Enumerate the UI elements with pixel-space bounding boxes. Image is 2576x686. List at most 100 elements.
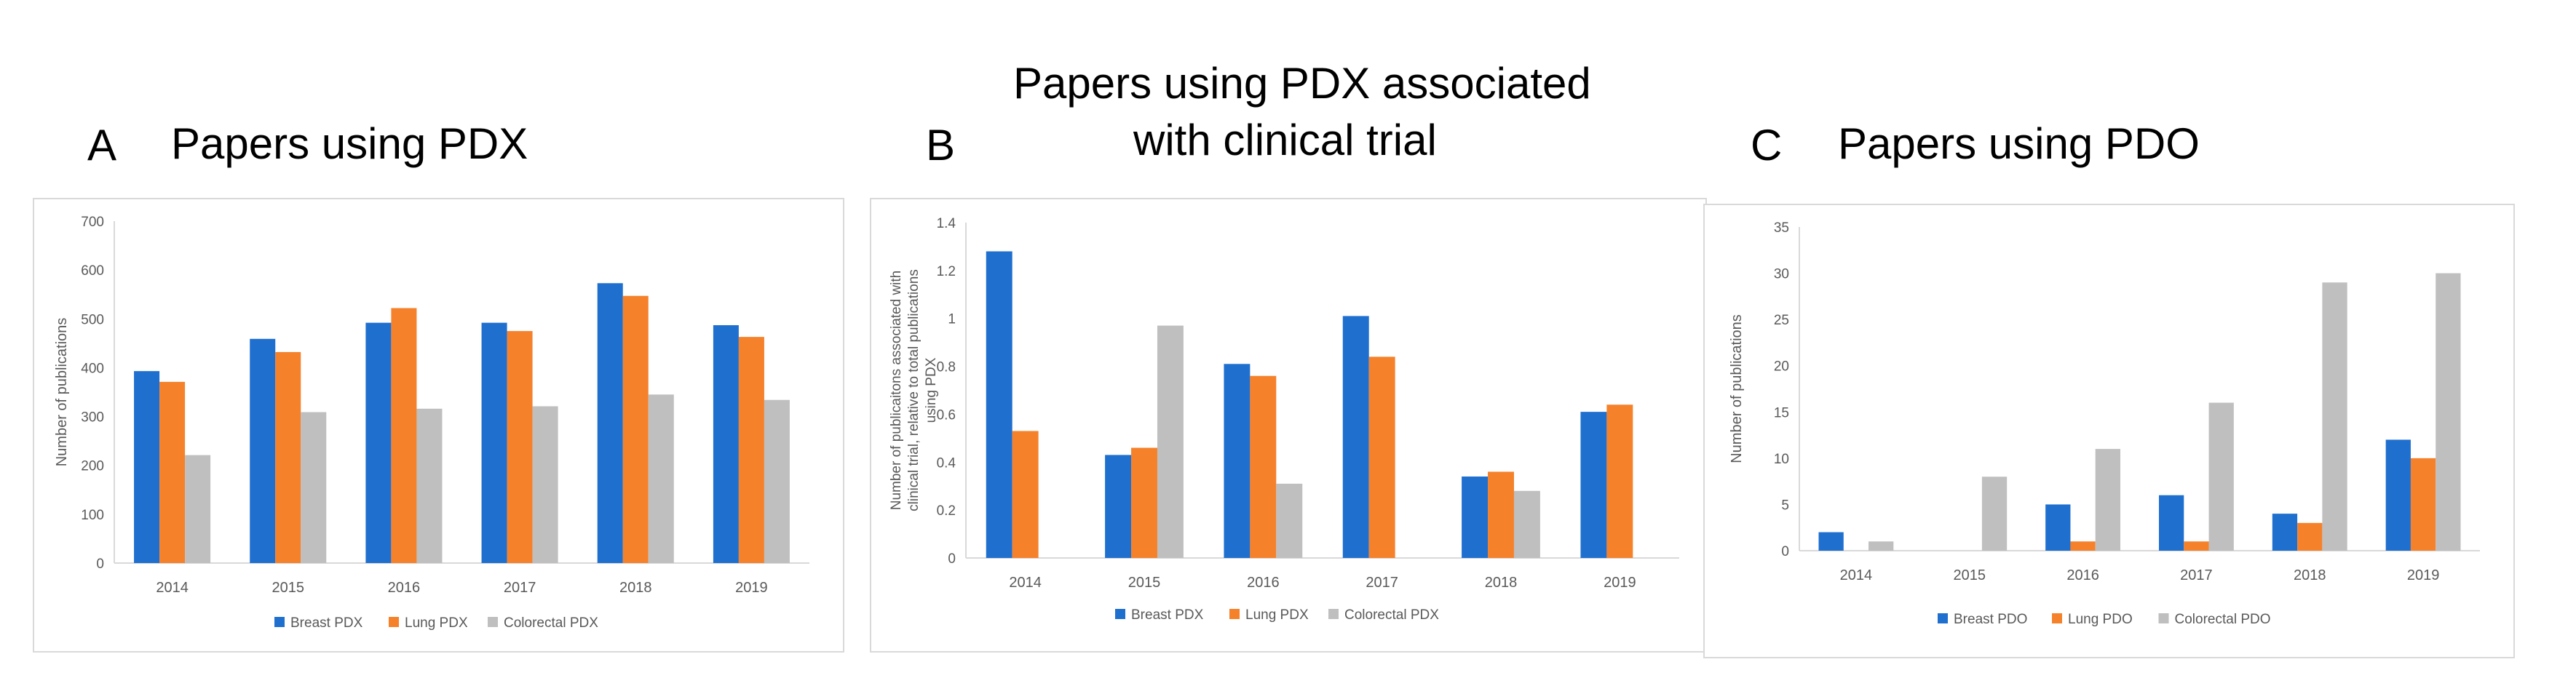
chart-c-bar <box>2410 458 2436 551</box>
chart-b-x-tick-label: 2014 <box>1009 575 1042 591</box>
chart-b-x-tick-label: 2015 <box>1128 575 1161 591</box>
chart-c-bar <box>2436 273 2461 551</box>
chart-c-bar <box>2322 282 2347 551</box>
chart-c-frame: 0 5 10 15 20 25 30 35 Number of publications 2014… <box>1703 204 2515 658</box>
chart-c-y-tick-label: 35 <box>1774 220 1789 236</box>
chart-c-bar <box>2297 522 2323 551</box>
chart-c-x-tick-label: 2015 <box>1954 567 1986 583</box>
chart-c-y-tick-label: 15 <box>1774 405 1789 420</box>
chart-b-legend-swatch <box>1229 609 1240 619</box>
chart-b-bar <box>1105 455 1132 558</box>
chart-c-bar <box>2070 541 2096 551</box>
chart-a-bar <box>764 399 790 563</box>
chart-c-bar <box>2184 541 2209 551</box>
chart-b-bar <box>1224 364 1251 558</box>
chart-c-legend-label: Colorectal PDO <box>2175 612 2271 627</box>
chart-a-bar <box>391 308 417 563</box>
panel-b-letter: B <box>926 121 956 169</box>
chart-a-bar <box>597 283 623 563</box>
chart-b-y-axis-label-line: Number of publicaitons associated with <box>889 271 904 511</box>
chart-c-y-tick-label: 20 <box>1774 359 1789 375</box>
chart-c-x-tick-label: 2018 <box>2294 567 2326 583</box>
chart-b-y-tick-label: 1.2 <box>937 264 956 279</box>
chart-a-bar <box>250 338 276 563</box>
chart-a-bar <box>481 322 507 563</box>
chart-a-y-tick-label: 200 <box>81 459 104 474</box>
chart-c-y-tick-label: 30 <box>1774 267 1789 282</box>
chart-b-legend-swatch <box>1328 609 1339 619</box>
chart-b-x-tick-label: 2017 <box>1366 575 1398 591</box>
chart-b-y-tick-label: 0.6 <box>937 407 956 423</box>
chart-c-bar <box>2385 439 2411 551</box>
chart-a-bar <box>713 325 739 563</box>
panel-b-title-line1: Papers using PDX associated <box>1013 59 1591 108</box>
chart-c: 0 5 10 15 20 25 30 35 Number of publications 2014… <box>1729 220 2480 627</box>
chart-c-bar <box>2158 495 2184 551</box>
chart-c-x-tick-label: 2016 <box>2066 567 2099 583</box>
chart-c-y-tick-label: 10 <box>1774 452 1789 467</box>
chart-b-y-tick-label: 1 <box>948 312 956 327</box>
chart-a-y-tick-label: 400 <box>81 361 104 376</box>
chart-a-legend-swatch <box>389 617 399 627</box>
chart-c-legend-label: Breast PDO <box>1954 612 2027 627</box>
chart-b-x-tick-label: 2019 <box>1604 575 1636 591</box>
chart-b-y-tick-label: 1.4 <box>937 216 956 231</box>
chart-b-bar <box>1276 483 1303 558</box>
chart-c-x-tick-label: 2014 <box>1840 567 1873 583</box>
chart-b-legend-swatch <box>1115 609 1125 619</box>
chart-b: 0 0.2 0.4 0.6 0.8 1 1.2 1.4 Number of publicaito… <box>889 216 1679 623</box>
panel-c-letter: C <box>1751 121 1783 169</box>
chart-a-legend-swatch <box>488 617 498 627</box>
chart-a-x-tick-label: 2014 <box>156 580 188 596</box>
chart-c-x-tick-label: 2017 <box>2180 567 2213 583</box>
chart-b-bar <box>1488 471 1514 558</box>
chart-b-x-tick-label: 2016 <box>1247 575 1280 591</box>
chart-c-bar <box>2095 449 2121 551</box>
chart-a-bar <box>159 381 186 563</box>
chart-a: 0 100 200 300 400 500 600 700 Number of publicat… <box>54 215 809 631</box>
chart-a-bar <box>622 295 649 563</box>
chart-b-legend-label: Colorectal PDX <box>1344 607 1439 623</box>
chart-a-y-tick-label: 300 <box>81 410 104 426</box>
chart-c-bar <box>1981 476 2008 551</box>
chart-b-bar <box>1368 356 1395 558</box>
panel-a-title: Papers using PDX <box>171 119 528 168</box>
chart-b-bar <box>1342 316 1369 558</box>
panel-b-title-line2: with clinical trial <box>1133 116 1437 164</box>
chart-b-y-tick-label: 0.8 <box>937 360 956 375</box>
chart-b-y-axis-label-line: using PDX <box>924 357 939 423</box>
chart-c-bar <box>2208 402 2234 551</box>
chart-c-x-tick-label: 2019 <box>2407 567 2440 583</box>
chart-a-bar <box>275 351 301 563</box>
chart-a-bar <box>301 412 327 563</box>
chart-a-legend-label: Lung PDX <box>405 615 468 631</box>
chart-a-legend-label: Breast PDX <box>290 615 363 631</box>
chart-a-legend-swatch <box>274 617 285 627</box>
chart-c-y-tick-label: 25 <box>1774 313 1789 328</box>
chart-b-bar <box>986 251 1012 558</box>
chart-a-x-tick-label: 2017 <box>504 580 536 596</box>
chart-a-x-tick-label: 2018 <box>619 580 652 596</box>
chart-a-bar <box>134 371 160 563</box>
chart-c-legend-swatch <box>2158 613 2169 623</box>
chart-b-x-tick-label: 2018 <box>1485 575 1518 591</box>
chart-a-bar <box>532 406 558 563</box>
chart-b-bar <box>1606 404 1633 558</box>
chart-b-y-tick-label: 0 <box>948 551 956 567</box>
chart-a-bar <box>416 408 443 563</box>
chart-b-y-tick-label: 0.4 <box>937 455 956 471</box>
chart-b-legend-label: Breast PDX <box>1131 607 1204 623</box>
chart-c-bar <box>1868 541 1894 551</box>
chart-c-bar <box>1818 532 1844 551</box>
chart-c-legend-label: Lung PDO <box>2068 612 2133 627</box>
chart-b-frame: 0 0.2 0.4 0.6 0.8 1 1.2 1.4 Number of publicaito… <box>870 198 1707 653</box>
chart-c-y-axis-label: Number of publications <box>1729 314 1745 463</box>
chart-a-bar <box>365 322 392 563</box>
chart-a-bar <box>507 331 533 563</box>
chart-c-legend-swatch <box>1938 613 1948 623</box>
panel-a-letter: A <box>87 121 117 169</box>
chart-b-y-axis-label-line: clinical trial, relative to total public… <box>906 269 922 511</box>
chart-b-y-tick-label: 0.2 <box>937 503 956 519</box>
chart-a-frame: 0 100 200 300 400 500 600 700 Number of publicat… <box>33 198 844 653</box>
chart-b-bar <box>1250 375 1277 558</box>
